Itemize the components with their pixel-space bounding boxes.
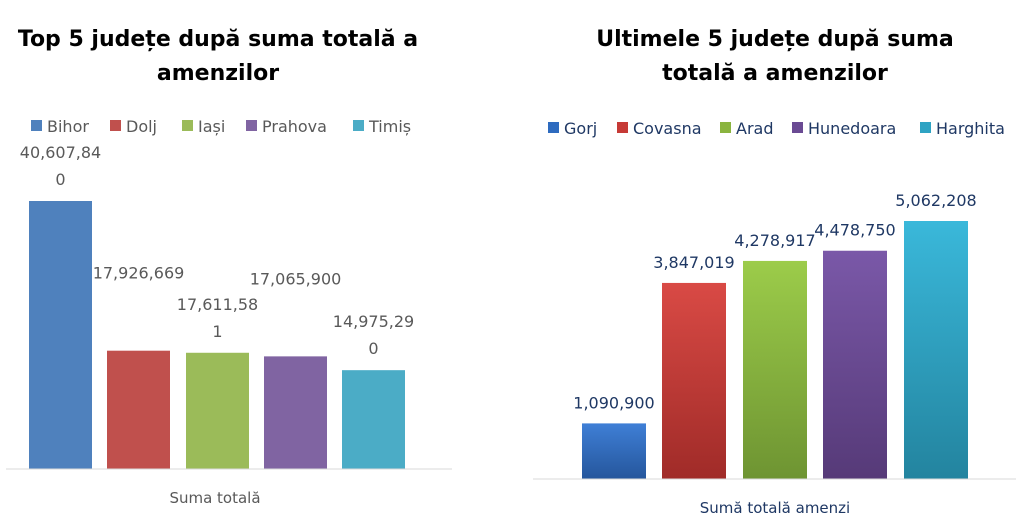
left-bar-prahova <box>264 356 327 469</box>
right-chart-data-labels: 1,090,900 3,847,0194,278,9174,478,7505,06… <box>573 191 976 412</box>
left-bar-dolj <box>107 350 170 469</box>
left-legend-label-dolj: Dolj <box>126 117 157 136</box>
right-legend-swatch-harghita <box>920 122 931 133</box>
right-legend-swatch-hunedoara <box>792 122 803 133</box>
right-chart-title-line-2: totală a amenzilor <box>662 61 888 86</box>
left-bar-iasi <box>186 352 249 469</box>
left-data-label-bihor-line-1: 40,607,84 <box>20 143 101 162</box>
left-chart-title-line-1: Top 5 județe după suma totală a <box>18 27 418 52</box>
right-chart: Ultimele 5 județe după suma totală a ame… <box>533 27 1016 517</box>
right-bar-gorj <box>582 423 646 479</box>
left-bar-bihor <box>29 201 92 469</box>
left-legend-swatch-iasi <box>182 120 193 131</box>
left-chart-legend: Bihor Dolj Iași Prahova Timiș <box>31 117 411 136</box>
left-legend-swatch-dolj <box>110 120 121 131</box>
left-chart-data-labels: 40,607,84 0 17,926,669 17,611,58 1 17,065,900… <box>20 143 414 358</box>
right-bar-arad <box>743 260 807 479</box>
left-data-label-timis-line-2: 0 <box>368 339 378 358</box>
right-legend-label-harghita: Harghita <box>936 119 1005 138</box>
left-chart-x-axis-label: Suma totală <box>169 489 260 507</box>
left-data-label-prahova-line-1: 17,065,900 <box>250 269 342 288</box>
right-data-label-arad: 4,278,917 <box>734 231 815 250</box>
left-legend-swatch-bihor <box>31 120 42 131</box>
left-chart: Top 5 județe după suma totală a amenzilo… <box>6 27 452 507</box>
right-legend-label-covasna: Covasna <box>633 119 702 138</box>
left-legend-label-timis: Timiș <box>368 117 411 136</box>
left-legend-label-prahova: Prahova <box>262 117 327 136</box>
left-legend-swatch-timis <box>353 120 364 131</box>
right-chart-title-line-1: Ultimele 5 județe după suma <box>596 27 954 52</box>
left-data-label-iasi-line-1: 17,611,58 <box>177 295 258 314</box>
right-legend-swatch-covasna <box>617 122 628 133</box>
left-data-label-bihor-line-2: 0 <box>55 170 65 189</box>
right-legend-label-arad: Arad <box>736 119 773 138</box>
right-legend-label-hunedoara: Hunedoara <box>808 119 896 138</box>
right-data-label-gorj: 1,090,900 <box>573 393 654 412</box>
right-bar-harghita <box>904 221 968 479</box>
right-data-label-harghita: 5,062,208 <box>895 191 976 210</box>
left-chart-bars <box>29 201 405 469</box>
left-data-label-iasi-line-2: 1 <box>212 322 222 341</box>
right-legend-swatch-gorj <box>548 122 559 133</box>
right-chart-legend: Gorj Covasna Arad Hunedoara Harghita <box>548 119 1005 138</box>
right-chart-bars <box>582 221 968 479</box>
left-legend-label-iasi: Iași <box>198 117 225 136</box>
left-data-label-timis-line-1: 14,975,29 <box>333 312 414 331</box>
left-data-label-dolj-line-1: 17,926,669 <box>93 264 185 283</box>
left-chart-title-line-2: amenzilor <box>157 61 279 86</box>
left-legend-swatch-prahova <box>246 120 257 131</box>
right-data-label-hunedoara: 4,478,750 <box>814 221 895 240</box>
right-legend-label-gorj: Gorj <box>564 119 597 138</box>
right-bar-hunedoara <box>823 250 887 479</box>
right-bar-covasna <box>662 282 726 479</box>
right-chart-x-axis-label: Sumă totală amenzi <box>700 499 850 517</box>
right-data-label-covasna: 3,847,019 <box>653 253 734 272</box>
left-legend-label-bihor: Bihor <box>47 117 89 136</box>
right-legend-swatch-arad <box>720 122 731 133</box>
left-bar-timis <box>342 370 405 469</box>
